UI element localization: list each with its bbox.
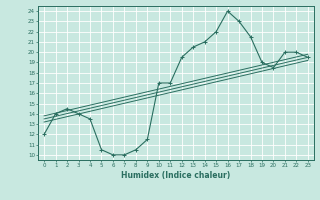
X-axis label: Humidex (Indice chaleur): Humidex (Indice chaleur) <box>121 171 231 180</box>
